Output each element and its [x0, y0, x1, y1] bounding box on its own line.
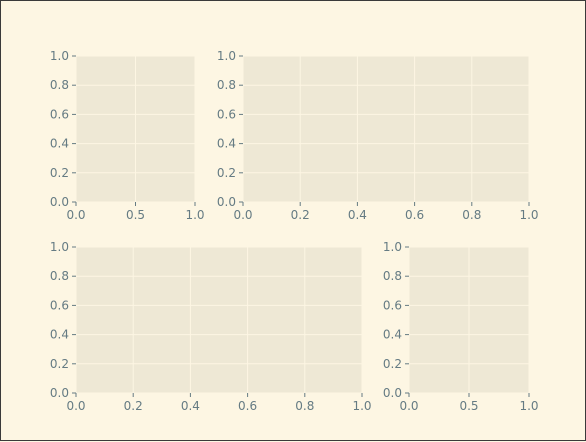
x-tick-label: 0.8 [295, 399, 314, 413]
y-tick-label: 1.0 [50, 240, 69, 254]
x-tick-label: 0.4 [348, 208, 367, 222]
y-tick-label: 0.4 [50, 137, 69, 151]
x-tick-label: 0.5 [126, 208, 145, 222]
y-tick-label: 0.8 [50, 269, 69, 283]
x-tick-label: 0.0 [66, 208, 85, 222]
x-tick-label: 0.5 [459, 399, 478, 413]
y-tick-label: 1.0 [50, 49, 69, 63]
axes-background [243, 56, 529, 202]
y-tick-label: 0.2 [383, 357, 402, 371]
y-tick-label: 0.6 [383, 298, 402, 312]
subplot-top-right: 0.0 0.2 0.4 0.6 0.8 1.0 0.0 0.2 0.4 0.6 0.8 1.0 [217, 49, 539, 222]
y-tick-label: 1.0 [217, 49, 236, 63]
y-tick-label: 0.8 [217, 78, 236, 92]
y-tick-label: 0.0 [50, 195, 69, 209]
x-tick-label: 1.0 [185, 208, 204, 222]
y-tick-label: 0.4 [383, 328, 402, 342]
x-tick-label: 0.6 [238, 399, 257, 413]
y-tick-label: 0.8 [50, 78, 69, 92]
y-tick-label: 0.6 [50, 298, 69, 312]
axes-background [76, 247, 362, 393]
subplot-bottom-left: 0.0 0.2 0.4 0.6 0.8 1.0 0.0 0.2 0.4 0.6 0.8 1.0 [50, 240, 372, 413]
x-tick-label: 0.0 [66, 399, 85, 413]
x-tick-label: 1.0 [519, 399, 538, 413]
x-tick-label: 0.0 [399, 399, 418, 413]
y-tick-label: 0.2 [217, 166, 236, 180]
subplot-bottom-right: 0.0 0.5 1.0 0.0 0.2 0.4 0.6 0.8 1.0 [383, 240, 539, 413]
x-tick-label: 0.6 [405, 208, 424, 222]
y-tick-label: 0.2 [50, 166, 69, 180]
x-tick-label: 0.2 [124, 399, 143, 413]
y-tick-label: 0.0 [383, 386, 402, 400]
y-tick-label: 0.0 [50, 386, 69, 400]
x-tick-label: 0.8 [462, 208, 481, 222]
y-tick-label: 1.0 [383, 240, 402, 254]
y-tick-label: 0.6 [217, 107, 236, 121]
x-tick-label: 1.0 [352, 399, 371, 413]
y-tick-label: 0.4 [217, 137, 236, 151]
subplot-top-left: 0.0 0.5 1.0 0.0 0.2 0.4 0.6 0.8 1.0 [50, 49, 205, 222]
x-tick-label: 0.2 [291, 208, 310, 222]
y-tick-label: 0.6 [50, 107, 69, 121]
y-tick-label: 0.0 [217, 195, 236, 209]
x-tick-label: 0.4 [181, 399, 200, 413]
x-tick-label: 0.0 [233, 208, 252, 222]
y-tick-label: 0.2 [50, 357, 69, 371]
y-tick-label: 0.4 [50, 328, 69, 342]
y-tick-label: 0.8 [383, 269, 402, 283]
x-tick-label: 1.0 [519, 208, 538, 222]
